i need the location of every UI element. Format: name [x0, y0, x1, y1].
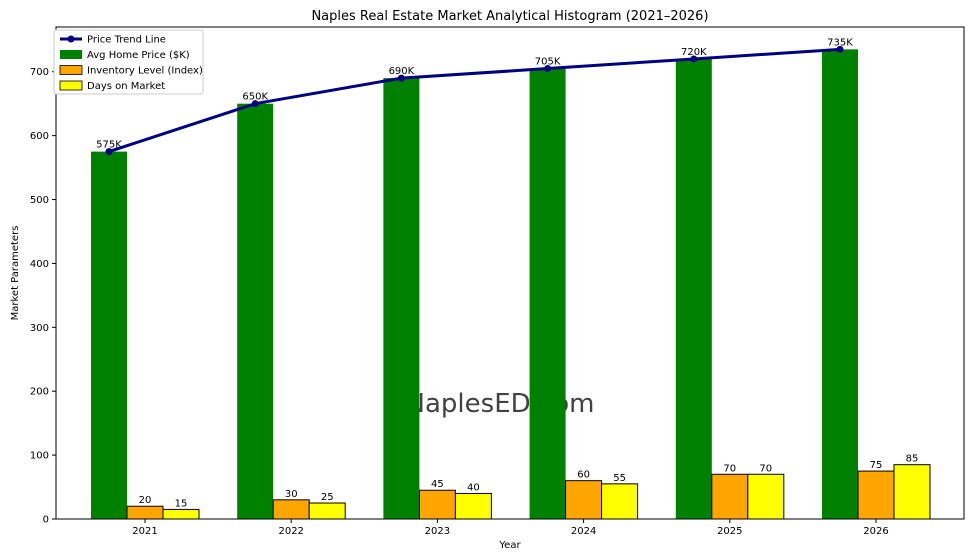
bar	[529, 68, 566, 519]
bar	[91, 151, 127, 519]
legend-label: Price Trend Line	[87, 35, 166, 46]
y-tick-label: 700	[30, 67, 49, 78]
y-tick-label: 400	[30, 259, 49, 270]
trend-label: 720K	[681, 47, 707, 58]
y-axis-label: Market Parameters	[10, 226, 21, 321]
bar	[126, 505, 164, 520]
y-tick-label: 500	[30, 195, 49, 206]
plot-frame	[55, 26, 965, 520]
bar	[601, 483, 639, 520]
trend-point	[397, 74, 405, 82]
x-tick-label: 2026	[863, 526, 888, 537]
bar	[711, 473, 749, 520]
data-label: 55	[613, 473, 626, 484]
y-axis: 0 100 200 300 400 500 600 700	[30, 67, 56, 526]
bar	[857, 470, 895, 520]
x-tick-label: 2021	[132, 526, 157, 537]
bars: 20 30 45 60 70 75 15 25 40 55 70 85	[91, 49, 931, 520]
trend-label: 690K	[389, 66, 415, 77]
y-tick-label: 300	[30, 323, 49, 334]
y-tick-label: 100	[30, 451, 49, 462]
legend-label: Days on Market	[87, 81, 165, 92]
trend-point	[544, 65, 552, 73]
trend-point	[251, 100, 259, 108]
bar	[162, 508, 200, 520]
bar	[565, 480, 603, 520]
data-label: 85	[906, 454, 919, 465]
bar	[675, 58, 712, 519]
trend-label: 735K	[827, 37, 853, 48]
legend-swatch	[59, 65, 83, 75]
y-tick-label: 200	[30, 387, 49, 398]
x-tick-label: 2023	[425, 526, 450, 537]
data-label: 40	[467, 482, 480, 493]
data-label: 60	[577, 470, 590, 481]
legend-marker	[67, 35, 75, 43]
x-tick-label: 2022	[278, 526, 303, 537]
data-label: 75	[870, 460, 883, 471]
data-label: 45	[431, 479, 444, 490]
legend: Price Trend Line Avg Home Price ($K) Inven…	[53, 29, 204, 95]
trend-label: 650K	[242, 92, 268, 103]
x-axis: 2021 2022 2023 2024 2025 2026	[132, 519, 889, 537]
trend-line: 575K 650K 690K 705K 720K 735K	[96, 37, 853, 156]
trend-label: 705K	[535, 57, 561, 68]
bar	[418, 489, 456, 520]
watermark: NaplesED.com	[406, 389, 595, 419]
trend-point	[690, 55, 698, 63]
trend-point	[836, 45, 844, 53]
bar	[454, 492, 492, 520]
bar	[893, 464, 931, 520]
bar	[308, 502, 346, 520]
trend-line-path	[108, 47, 841, 154]
bar	[383, 78, 420, 519]
trend-label: 575K	[96, 140, 122, 151]
bar	[272, 499, 310, 520]
data-label: 25	[321, 492, 334, 503]
bar	[237, 103, 274, 519]
data-label: 30	[285, 489, 298, 500]
data-label: 20	[139, 495, 152, 506]
data-label: 70	[759, 463, 772, 474]
bar	[747, 473, 785, 520]
trend-point	[105, 148, 113, 156]
legend-label: Avg Home Price ($K)	[87, 50, 190, 61]
legend-box	[53, 29, 204, 95]
x-tick-label: 2025	[717, 526, 742, 537]
y-tick-label: 600	[30, 131, 49, 142]
chart-title: Naples Real Estate Market Analytical His…	[311, 9, 708, 24]
x-axis-label: Year	[498, 540, 521, 551]
bar	[822, 49, 858, 519]
data-label: 70	[723, 463, 736, 474]
x-tick-label: 2024	[571, 526, 596, 537]
legend-swatch	[60, 50, 82, 59]
legend-swatch	[59, 80, 83, 91]
data-label: 15	[175, 498, 188, 509]
legend-label: Inventory Level (Index)	[87, 66, 203, 77]
y-tick-label: 0	[43, 515, 49, 526]
